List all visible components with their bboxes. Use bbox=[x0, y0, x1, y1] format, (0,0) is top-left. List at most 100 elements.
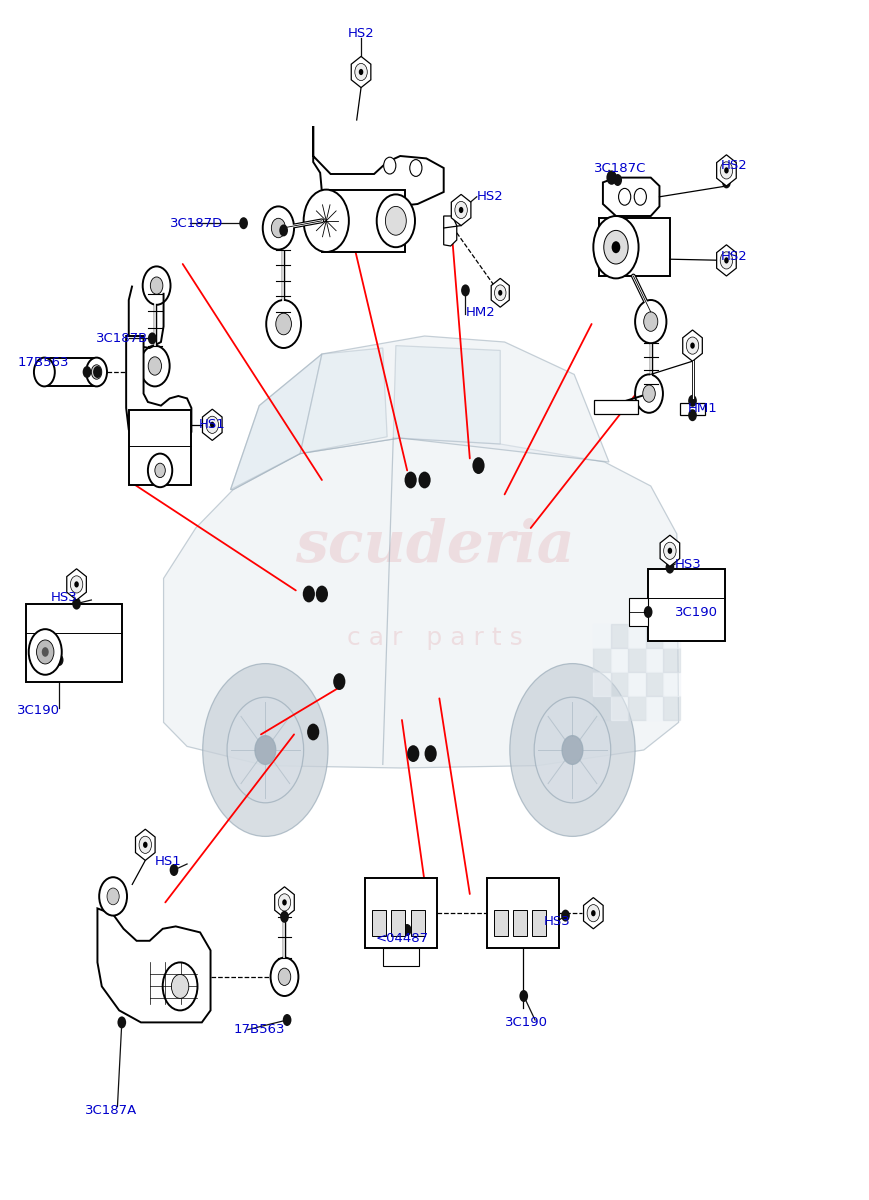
Polygon shape bbox=[682, 330, 701, 361]
Circle shape bbox=[721, 254, 730, 266]
Circle shape bbox=[99, 877, 127, 916]
Circle shape bbox=[534, 697, 610, 803]
Circle shape bbox=[93, 366, 102, 378]
Bar bbox=[647, 569, 724, 641]
Circle shape bbox=[687, 409, 696, 421]
Bar bbox=[129, 410, 191, 485]
Circle shape bbox=[593, 216, 638, 278]
Bar bbox=[680, 403, 704, 415]
Circle shape bbox=[140, 346, 169, 386]
Polygon shape bbox=[491, 278, 508, 307]
Circle shape bbox=[271, 218, 285, 238]
Text: HS2: HS2 bbox=[348, 28, 374, 40]
Circle shape bbox=[36, 640, 54, 664]
Circle shape bbox=[163, 962, 197, 1010]
Circle shape bbox=[590, 910, 595, 917]
Circle shape bbox=[302, 586, 315, 602]
Circle shape bbox=[358, 68, 363, 76]
Bar bbox=[494, 910, 507, 936]
Text: HS3: HS3 bbox=[674, 558, 701, 570]
Polygon shape bbox=[97, 908, 210, 1022]
Bar bbox=[610, 624, 627, 648]
Polygon shape bbox=[716, 245, 735, 276]
Polygon shape bbox=[202, 409, 222, 440]
Text: 3C190: 3C190 bbox=[504, 1016, 547, 1028]
Circle shape bbox=[169, 864, 178, 876]
Circle shape bbox=[461, 284, 469, 296]
Bar bbox=[487, 878, 558, 948]
Circle shape bbox=[494, 284, 506, 301]
Polygon shape bbox=[126, 336, 191, 437]
Bar bbox=[662, 648, 680, 672]
Text: HS2: HS2 bbox=[720, 251, 746, 263]
Polygon shape bbox=[275, 887, 294, 918]
Circle shape bbox=[454, 202, 467, 218]
Text: 3C187B: 3C187B bbox=[96, 332, 148, 344]
Polygon shape bbox=[313, 126, 443, 206]
Circle shape bbox=[458, 206, 463, 214]
Circle shape bbox=[456, 204, 465, 216]
Circle shape bbox=[282, 899, 287, 906]
Circle shape bbox=[643, 606, 652, 618]
Bar bbox=[43, 358, 97, 386]
Circle shape bbox=[83, 366, 91, 378]
Text: 17B563: 17B563 bbox=[233, 1024, 284, 1036]
Circle shape bbox=[107, 888, 119, 905]
Circle shape bbox=[723, 167, 728, 174]
Circle shape bbox=[70, 576, 83, 593]
Text: HS1: HS1 bbox=[198, 419, 225, 431]
Circle shape bbox=[404, 472, 416, 488]
Circle shape bbox=[150, 277, 163, 294]
Circle shape bbox=[407, 745, 419, 762]
Text: 3C187A: 3C187A bbox=[85, 1104, 137, 1116]
Bar bbox=[645, 624, 662, 648]
Circle shape bbox=[278, 968, 290, 985]
Circle shape bbox=[171, 974, 189, 998]
Bar bbox=[628, 598, 647, 626]
Text: HM2: HM2 bbox=[465, 306, 494, 318]
Circle shape bbox=[472, 457, 484, 474]
Circle shape bbox=[424, 745, 436, 762]
Circle shape bbox=[355, 64, 367, 80]
Circle shape bbox=[686, 337, 698, 354]
Circle shape bbox=[721, 176, 730, 188]
Circle shape bbox=[561, 736, 582, 764]
Circle shape bbox=[315, 586, 328, 602]
Bar bbox=[627, 672, 645, 696]
Bar bbox=[513, 910, 527, 936]
Polygon shape bbox=[300, 348, 387, 454]
Circle shape bbox=[643, 312, 657, 331]
Circle shape bbox=[206, 416, 218, 433]
Circle shape bbox=[663, 542, 675, 559]
Circle shape bbox=[117, 1016, 126, 1028]
Text: c a r   p a r t s: c a r p a r t s bbox=[347, 626, 522, 650]
Polygon shape bbox=[67, 569, 86, 600]
Circle shape bbox=[634, 300, 666, 343]
Bar bbox=[645, 672, 662, 696]
Circle shape bbox=[209, 421, 215, 428]
Bar bbox=[662, 696, 680, 720]
Circle shape bbox=[278, 894, 290, 911]
Circle shape bbox=[720, 162, 732, 179]
Bar bbox=[662, 624, 680, 648]
Circle shape bbox=[687, 395, 696, 407]
Bar bbox=[593, 624, 610, 648]
Circle shape bbox=[42, 647, 49, 656]
Circle shape bbox=[634, 188, 646, 205]
Text: HS2: HS2 bbox=[476, 191, 503, 203]
Bar bbox=[598, 218, 669, 276]
Polygon shape bbox=[230, 336, 608, 490]
Circle shape bbox=[72, 598, 81, 610]
Circle shape bbox=[143, 266, 170, 305]
Bar bbox=[382, 948, 419, 966]
Text: HS3: HS3 bbox=[543, 916, 570, 928]
Circle shape bbox=[148, 332, 156, 344]
Circle shape bbox=[385, 206, 406, 235]
Circle shape bbox=[356, 66, 365, 78]
Text: HS2: HS2 bbox=[720, 160, 746, 172]
Bar bbox=[365, 878, 436, 948]
Circle shape bbox=[667, 547, 672, 554]
Polygon shape bbox=[230, 354, 322, 490]
Text: 17B563: 17B563 bbox=[17, 356, 69, 368]
Circle shape bbox=[29, 629, 62, 674]
